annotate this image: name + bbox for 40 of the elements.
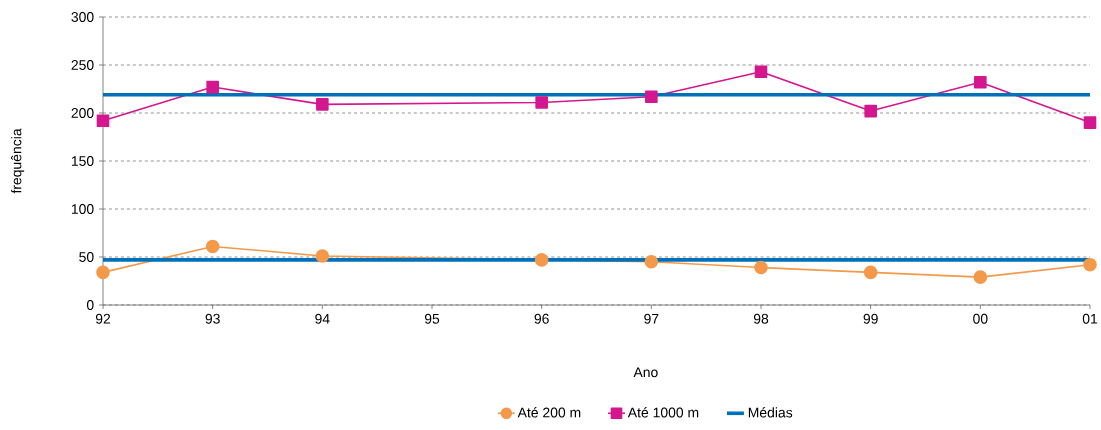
x-tick-label: 94 (315, 313, 330, 324)
x-tick-label: 99 (863, 313, 878, 324)
point (864, 104, 877, 118)
x-tick-label: 97 (644, 313, 659, 324)
y-tick-label: 100 (71, 204, 94, 214)
y-tick-label: 200 (71, 108, 94, 118)
x-tick-label: 93 (205, 313, 220, 324)
point (534, 253, 549, 267)
point (973, 270, 988, 284)
x-tick-label: 01 (1082, 313, 1098, 324)
point (315, 249, 330, 263)
point (644, 255, 659, 269)
y-axis-title: frequência (11, 128, 25, 194)
point (96, 265, 110, 280)
point (645, 90, 658, 103)
point (863, 265, 878, 280)
point (535, 96, 548, 109)
y-tick-label: 50 (79, 252, 94, 262)
x-tick-label: 00 (973, 313, 988, 324)
point (1083, 116, 1097, 129)
point (205, 239, 220, 254)
legend-label: Médias (748, 407, 793, 418)
y-tick-label: 300 (71, 12, 94, 22)
y-tick-label: 150 (71, 156, 94, 166)
point (206, 80, 219, 94)
legend-label: Até 200 m (517, 407, 581, 418)
x-tick-label: 98 (753, 313, 769, 324)
x-tick-label: 92 (95, 313, 111, 324)
y-tick-label: 0 (86, 300, 94, 310)
point (754, 260, 768, 275)
point (1083, 257, 1097, 272)
legend-label: Até 1000 m (627, 407, 699, 418)
point (974, 75, 987, 89)
point (316, 98, 329, 111)
point (96, 114, 110, 127)
x-tick-label: 95 (424, 313, 440, 324)
point (754, 65, 768, 79)
y-tick-label: 250 (71, 60, 94, 70)
x-tick-label: 96 (534, 313, 549, 324)
x-axis-title: Ano (633, 367, 658, 378)
